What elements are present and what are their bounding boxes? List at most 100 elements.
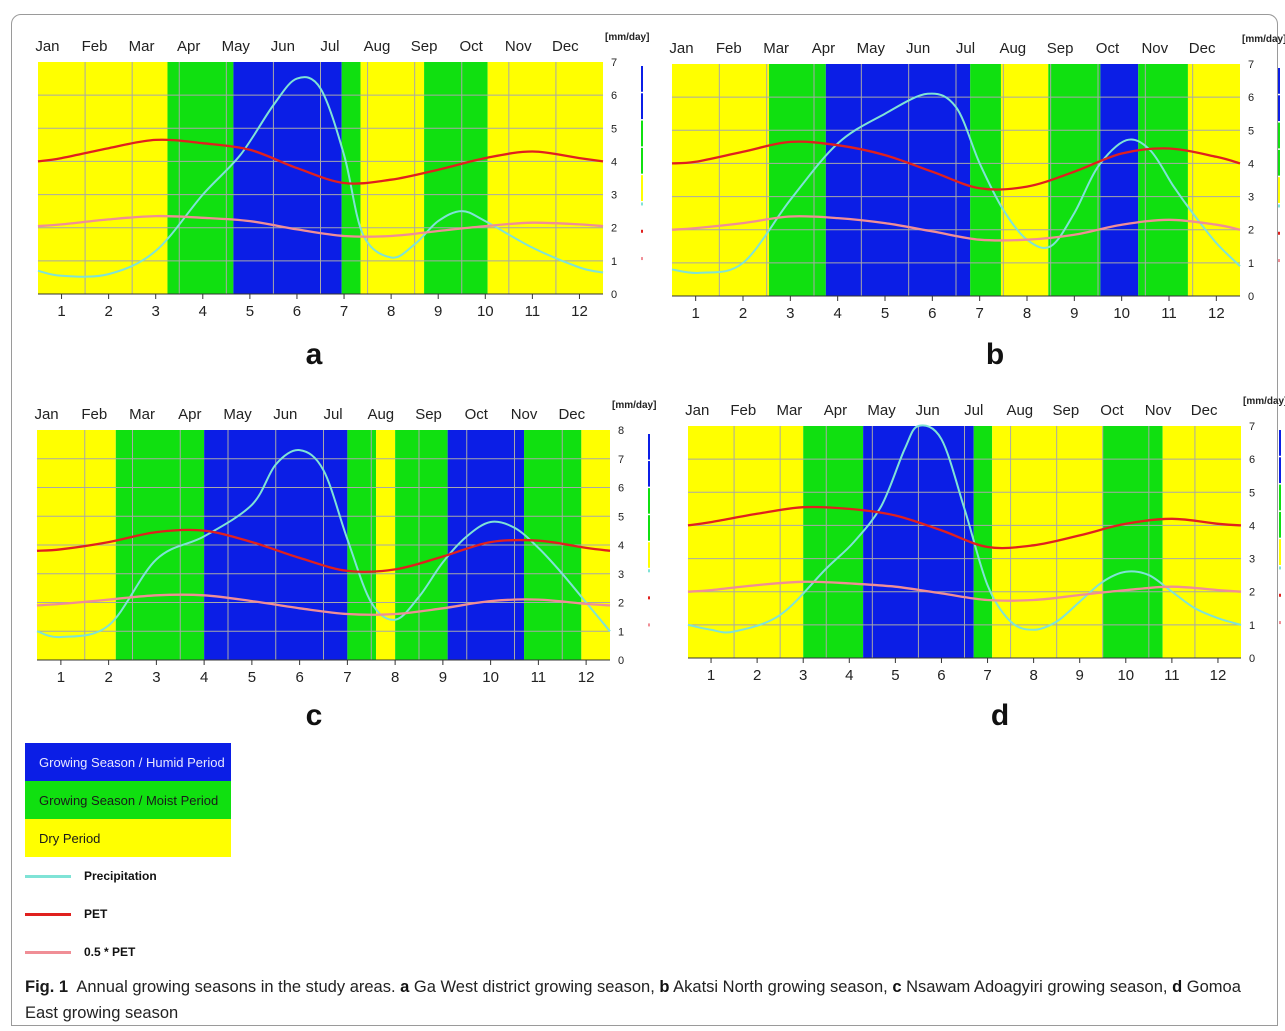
period-band-humid — [825, 64, 971, 296]
y-tick-label: 6 — [618, 483, 624, 495]
month-label-feb: Feb — [82, 38, 108, 55]
legend-half-pet-label: 0.5 * PET — [84, 945, 136, 959]
legend-key-mark — [1278, 68, 1280, 94]
legend-half-pet: 0.5 * PET — [25, 933, 285, 971]
month-label-apr: Apr — [177, 38, 200, 55]
caption-letter-c: c — [892, 978, 902, 996]
month-label-aug: Aug — [367, 406, 394, 423]
unit-label: [mm/day] — [612, 400, 656, 411]
y-tick-label: 4 — [1249, 520, 1255, 532]
x-tick-label: 4 — [200, 669, 208, 686]
y-tick-label: 0 — [611, 289, 617, 301]
x-tick-label: 9 — [1076, 667, 1084, 684]
x-tick-label: 10 — [1117, 667, 1134, 684]
caption-text-a: Ga West district growing season, — [409, 978, 660, 996]
y-tick-label: 3 — [611, 190, 617, 202]
y-tick-label: 4 — [611, 156, 617, 168]
period-band-dry — [688, 426, 804, 658]
x-tick-label: 3 — [152, 303, 160, 320]
precipitation-line — [671, 92, 1241, 274]
x-tick-label: 8 — [1029, 667, 1037, 684]
half-pet-line — [37, 214, 604, 238]
x-tick-label: 5 — [881, 305, 889, 322]
legend-key-mark — [1278, 149, 1280, 176]
caption-letter-b: b — [659, 978, 670, 996]
x-tick-label: 6 — [293, 303, 301, 320]
legend-key-mark — [1279, 621, 1281, 625]
period-band-humid — [1100, 64, 1139, 296]
x-tick-label: 9 — [434, 303, 442, 320]
month-label-mar: Mar — [763, 40, 789, 57]
y-tick-label: 4 — [618, 540, 624, 552]
x-tick-label: 12 — [571, 303, 588, 320]
x-tick-label: 1 — [57, 669, 65, 686]
legend-key-mark — [1278, 259, 1280, 263]
x-tick-label: 7 — [343, 669, 351, 686]
legend-key-mark — [641, 175, 643, 201]
x-tick-label: 6 — [937, 667, 945, 684]
legend-moist-period: Growing Season / Moist Period — [25, 781, 231, 819]
x-tick-label: 12 — [1208, 305, 1225, 322]
y-tick-label: 1 — [1248, 258, 1254, 270]
month-label-dec: Dec — [1189, 40, 1216, 57]
legend-key-mark — [648, 542, 650, 568]
figure-frame — [11, 14, 1278, 1026]
period-band-moist — [341, 62, 361, 294]
panel-label-b: b — [985, 338, 1005, 371]
legend-key-mark — [1278, 231, 1280, 235]
month-label-jan: Jan — [685, 402, 709, 419]
legend-key-mark — [648, 515, 650, 541]
period-band-moist — [424, 62, 488, 294]
x-tick-label: 6 — [295, 669, 303, 686]
grid — [672, 64, 1240, 296]
unit-label: [mm/day] — [605, 32, 649, 43]
caption-intro: Annual growing seasons in the study area… — [68, 978, 401, 996]
legend-humid-period: Growing Season / Humid Period — [25, 743, 231, 781]
half-pet-line-swatch — [25, 950, 71, 954]
legend-key-mark — [641, 147, 643, 174]
x-tick-label: 10 — [477, 303, 494, 320]
x-tick-label: 10 — [1113, 305, 1130, 322]
month-label-jun: Jun — [906, 40, 930, 57]
x-tick-label: 9 — [439, 669, 447, 686]
x-tick-label: 7 — [340, 303, 348, 320]
month-label-dec: Dec — [558, 406, 585, 423]
x-tick-label: 7 — [975, 305, 983, 322]
x-tick-label: 3 — [152, 669, 160, 686]
month-label-aug: Aug — [364, 38, 391, 55]
caption-text-c: Nsawam Adoagyiri growing season, — [901, 978, 1173, 996]
legend-key-mark — [1279, 566, 1281, 570]
month-label-may: May — [223, 406, 252, 423]
legend-key-mark — [1278, 204, 1280, 208]
legend-key-mark — [1279, 539, 1281, 565]
period-band-dry — [360, 62, 425, 294]
month-label-nov: Nov — [505, 38, 532, 55]
y-tick-label: 1 — [618, 626, 624, 638]
y-tick-label: 5 — [611, 123, 617, 135]
x-tick-label: 2 — [104, 303, 112, 320]
legend-key-mark — [1279, 457, 1281, 484]
y-tick-label: 6 — [611, 90, 617, 102]
x-tick-label: 2 — [739, 305, 747, 322]
month-label-dec: Dec — [552, 38, 579, 55]
legend-key-mark — [1278, 95, 1280, 122]
half-pet-line — [36, 593, 611, 616]
x-tick-label: 11 — [531, 669, 547, 686]
legend-key-mark — [648, 596, 650, 600]
month-label-apr: Apr — [178, 406, 201, 423]
x-tick-label: 2 — [104, 669, 112, 686]
month-label-jan: Jan — [34, 406, 58, 423]
x-tick-label: 6 — [928, 305, 936, 322]
month-label-mar: Mar — [129, 38, 155, 55]
month-label-nov: Nov — [1141, 40, 1168, 57]
y-tick-label: 3 — [1248, 192, 1254, 204]
legend-key-mark — [648, 434, 650, 460]
legend-key-mark — [648, 569, 650, 573]
month-label-oct: Oct — [459, 38, 483, 55]
month-label-may: May — [222, 38, 251, 55]
month-label-may: May — [857, 40, 886, 57]
month-label-oct: Oct — [465, 406, 489, 423]
month-label-nov: Nov — [1145, 402, 1172, 419]
unit-label: [mm/day] — [1243, 396, 1285, 407]
